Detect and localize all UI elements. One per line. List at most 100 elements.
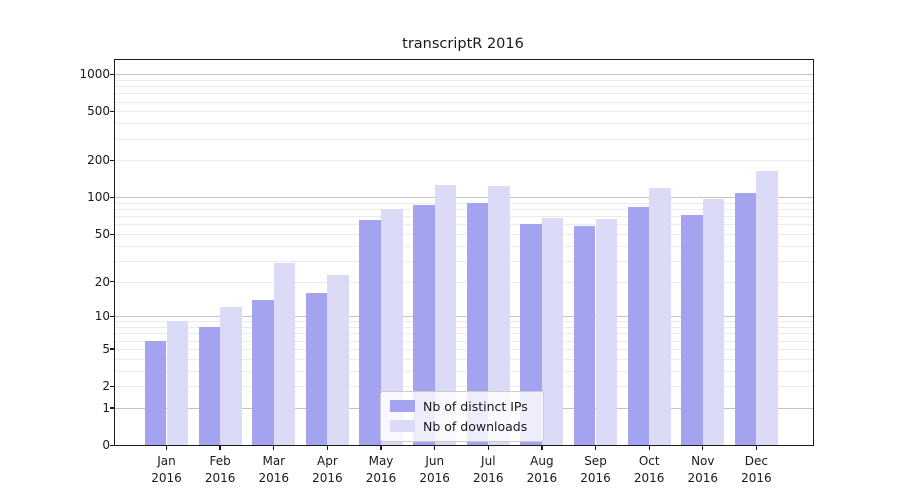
legend: Nb of distinct IPs Nb of downloads: [380, 391, 544, 442]
x-tick-label-nov: Nov 2016: [687, 454, 719, 485]
minor-gridline-8: [115, 327, 813, 329]
y-tick-label-100: 100: [87, 190, 110, 205]
bar-ips-jul: [466, 202, 489, 445]
minor-gridline-40: [115, 245, 813, 247]
minor-gridline-80: [115, 209, 813, 211]
x-tick-mark-sep: [594, 445, 597, 450]
minor-gridline-900: [115, 79, 813, 81]
x-tick-label-feb: Feb 2016: [204, 454, 236, 485]
y-tick-label-50: 50: [94, 227, 110, 241]
major-gridline-1000: [115, 74, 813, 76]
x-tick-label-apr: Apr 2016: [312, 454, 343, 485]
bar-ips-oct: [627, 206, 650, 445]
bar-downloads-sep: [595, 218, 618, 445]
x-tick-mark-jan: [165, 445, 168, 450]
x-tick-label-jan: Jan 2016: [151, 454, 182, 485]
minor-gridline-7: [115, 333, 813, 335]
minor-gridline-5: [115, 348, 813, 350]
bar-ips-sep: [573, 226, 596, 445]
y-tick-mark-100: [110, 196, 115, 199]
y-tick-label-1000: 1000: [79, 67, 110, 82]
x-tick-label-dec: Dec 2016: [741, 454, 772, 485]
bar-downloads-jun: [434, 185, 457, 445]
bar-downloads-apr: [327, 274, 349, 445]
bar-ips-dec: [734, 193, 757, 445]
bar-ips-aug: [520, 224, 542, 445]
y-tick-mark-20: [110, 281, 115, 283]
x-tick-mark-jul: [487, 445, 489, 450]
bar-downloads-feb: [220, 307, 242, 445]
legend-label-downloads: Nb of downloads: [423, 418, 528, 434]
y-tick-label-0: 0: [102, 438, 110, 452]
bar-ips-jan: [144, 340, 167, 445]
bar-ips-nov: [681, 214, 703, 445]
x-tick-label-jun: Jun 2016: [419, 454, 450, 485]
x-tick-label-may: May 2016: [365, 454, 397, 485]
bar-downloads-aug: [541, 217, 564, 445]
x-tick-mark-aug: [541, 445, 543, 450]
chart-title: transcriptR 2016: [402, 36, 524, 52]
x-tick-mark-nov: [702, 445, 704, 450]
minor-gridline-600: [115, 101, 813, 103]
x-tick-label-jul: Jul 2016: [473, 454, 504, 485]
x-tick-mark-apr: [326, 445, 329, 450]
x-tick-mark-may: [380, 445, 382, 450]
plot-area: 0 1 2 5 10 20 50 100 200 500 1000 Jan 2016 Feb 2016…: [79, 59, 814, 485]
x-tick-label-oct: Oct 2016: [633, 454, 665, 485]
y-tick-label-5: 5: [102, 341, 110, 356]
minor-gridline-200: [115, 160, 813, 162]
bar-downloads-nov: [702, 199, 725, 445]
legend-item-downloads: Nb of downloads: [390, 418, 534, 434]
y-tick-label-2: 2: [102, 379, 110, 393]
bar-downloads-mar: [273, 262, 296, 445]
x-tick-label-mar: Mar 2016: [258, 454, 290, 485]
major-gridline-100: [115, 197, 813, 199]
minor-gridline-70: [115, 216, 813, 218]
bar-ips-mar: [252, 299, 274, 445]
y-tick-mark-2: [110, 385, 115, 387]
minor-gridline-400: [115, 123, 813, 125]
y-tick-label-1: 1: [102, 400, 110, 415]
bar-downloads-oct: [649, 187, 671, 445]
bar-ips-may: [359, 220, 381, 445]
y-tick-mark-0: [110, 444, 115, 446]
bar-downloads-jan: [166, 321, 189, 445]
minor-gridline-700: [115, 93, 813, 95]
bar-downloads-dec: [756, 171, 778, 445]
legend-label-distinct-ips: Nb of distinct IPs: [423, 398, 528, 414]
x-tick-mark-oct: [648, 445, 650, 450]
minor-gridline-60: [115, 224, 813, 226]
minor-gridline-20: [115, 281, 813, 283]
minor-gridline-30: [115, 260, 813, 262]
y-tick-label-20: 20: [94, 274, 110, 289]
x-tick-mark-dec: [755, 445, 758, 450]
minor-gridline-300: [115, 138, 813, 140]
minor-gridline-90: [115, 202, 813, 204]
y-tick-mark-1: [110, 407, 115, 409]
x-tick-label-sep: Sep 2016: [580, 454, 611, 485]
legend-swatch-downloads: [390, 420, 415, 432]
bar-downloads-jul: [488, 185, 510, 445]
y-tick-label-200: 200: [87, 153, 110, 168]
minor-gridline-2: [115, 386, 813, 387]
y-tick-label-500: 500: [87, 104, 110, 119]
y-tick-mark-5: [110, 348, 115, 350]
minor-gridline-9: [115, 321, 813, 323]
legend-item-distinct-ips: Nb of distinct IPs: [390, 398, 534, 414]
bar-ips-feb: [198, 327, 221, 445]
y-tick-mark-500: [110, 110, 115, 113]
minor-gridline-50: [115, 234, 813, 235]
minor-gridline-3: [115, 370, 813, 372]
x-tick-mark-feb: [219, 445, 221, 450]
minor-gridline-4: [115, 358, 813, 360]
bar-downloads-may: [381, 208, 403, 445]
y-tick-mark-10: [110, 315, 115, 318]
bar-ips-apr: [305, 293, 328, 445]
minor-gridline-6: [115, 340, 813, 342]
minor-gridline-500: [115, 111, 813, 113]
x-tick-label-aug: Aug 2016: [526, 454, 558, 485]
x-tick-mark-jun: [434, 445, 436, 450]
legend-swatch-distinct-ips: [390, 400, 415, 412]
y-tick-mark-1000: [110, 73, 115, 76]
